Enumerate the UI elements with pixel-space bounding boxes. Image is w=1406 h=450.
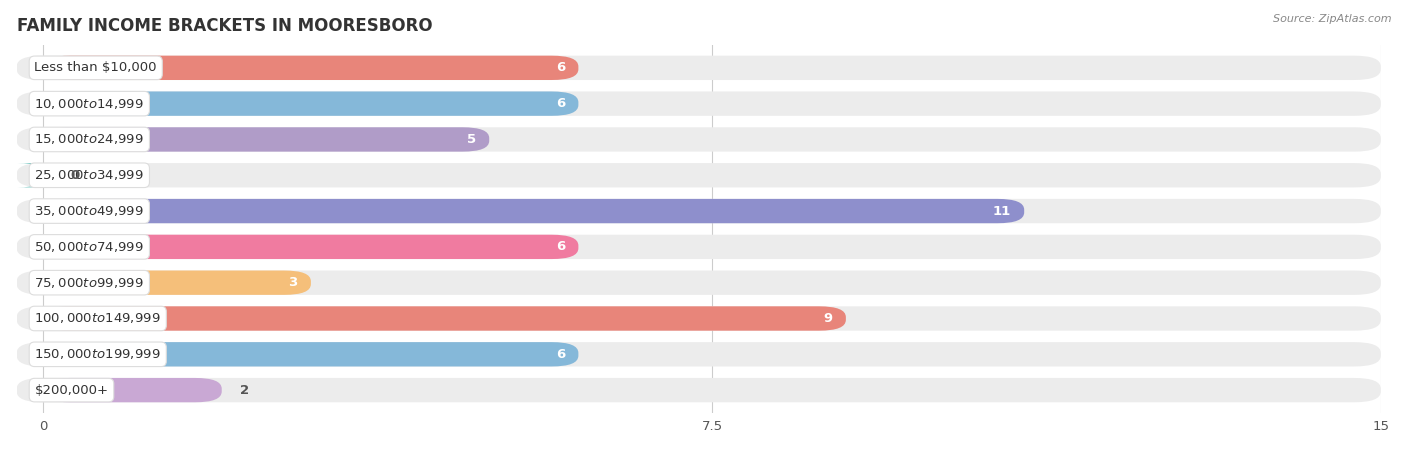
Text: FAMILY INCOME BRACKETS IN MOORESBORO: FAMILY INCOME BRACKETS IN MOORESBORO	[17, 17, 432, 35]
FancyBboxPatch shape	[17, 91, 1381, 116]
Text: 6: 6	[555, 61, 565, 74]
FancyBboxPatch shape	[17, 56, 1381, 80]
Text: 9: 9	[824, 312, 832, 325]
Text: $150,000 to $199,999: $150,000 to $199,999	[35, 347, 162, 361]
Text: Source: ZipAtlas.com: Source: ZipAtlas.com	[1274, 14, 1392, 23]
FancyBboxPatch shape	[17, 235, 1381, 259]
Text: $50,000 to $74,999: $50,000 to $74,999	[35, 240, 145, 254]
Text: $75,000 to $99,999: $75,000 to $99,999	[35, 276, 145, 290]
FancyBboxPatch shape	[44, 270, 311, 295]
Text: 0: 0	[70, 169, 79, 182]
Text: 6: 6	[555, 97, 565, 110]
FancyBboxPatch shape	[17, 199, 1381, 223]
FancyBboxPatch shape	[17, 270, 1381, 295]
Text: $25,000 to $34,999: $25,000 to $34,999	[35, 168, 145, 182]
FancyBboxPatch shape	[44, 56, 578, 80]
FancyBboxPatch shape	[17, 163, 70, 188]
FancyBboxPatch shape	[44, 127, 489, 152]
Text: $10,000 to $14,999: $10,000 to $14,999	[35, 97, 145, 111]
Text: 6: 6	[555, 240, 565, 253]
FancyBboxPatch shape	[44, 378, 222, 402]
Text: 6: 6	[555, 348, 565, 361]
Text: 5: 5	[467, 133, 475, 146]
Text: 3: 3	[288, 276, 298, 289]
FancyBboxPatch shape	[17, 378, 1381, 402]
FancyBboxPatch shape	[17, 306, 1381, 331]
FancyBboxPatch shape	[44, 342, 578, 366]
FancyBboxPatch shape	[44, 306, 846, 331]
Text: $100,000 to $149,999: $100,000 to $149,999	[35, 311, 162, 325]
Text: $200,000+: $200,000+	[35, 383, 108, 396]
FancyBboxPatch shape	[44, 91, 578, 116]
Text: $15,000 to $24,999: $15,000 to $24,999	[35, 132, 145, 146]
Text: 2: 2	[239, 383, 249, 396]
FancyBboxPatch shape	[44, 199, 1024, 223]
FancyBboxPatch shape	[44, 235, 578, 259]
FancyBboxPatch shape	[17, 127, 1381, 152]
FancyBboxPatch shape	[17, 342, 1381, 366]
FancyBboxPatch shape	[17, 163, 1381, 188]
Text: $35,000 to $49,999: $35,000 to $49,999	[35, 204, 145, 218]
Text: 11: 11	[993, 205, 1011, 217]
Text: Less than $10,000: Less than $10,000	[35, 61, 157, 74]
